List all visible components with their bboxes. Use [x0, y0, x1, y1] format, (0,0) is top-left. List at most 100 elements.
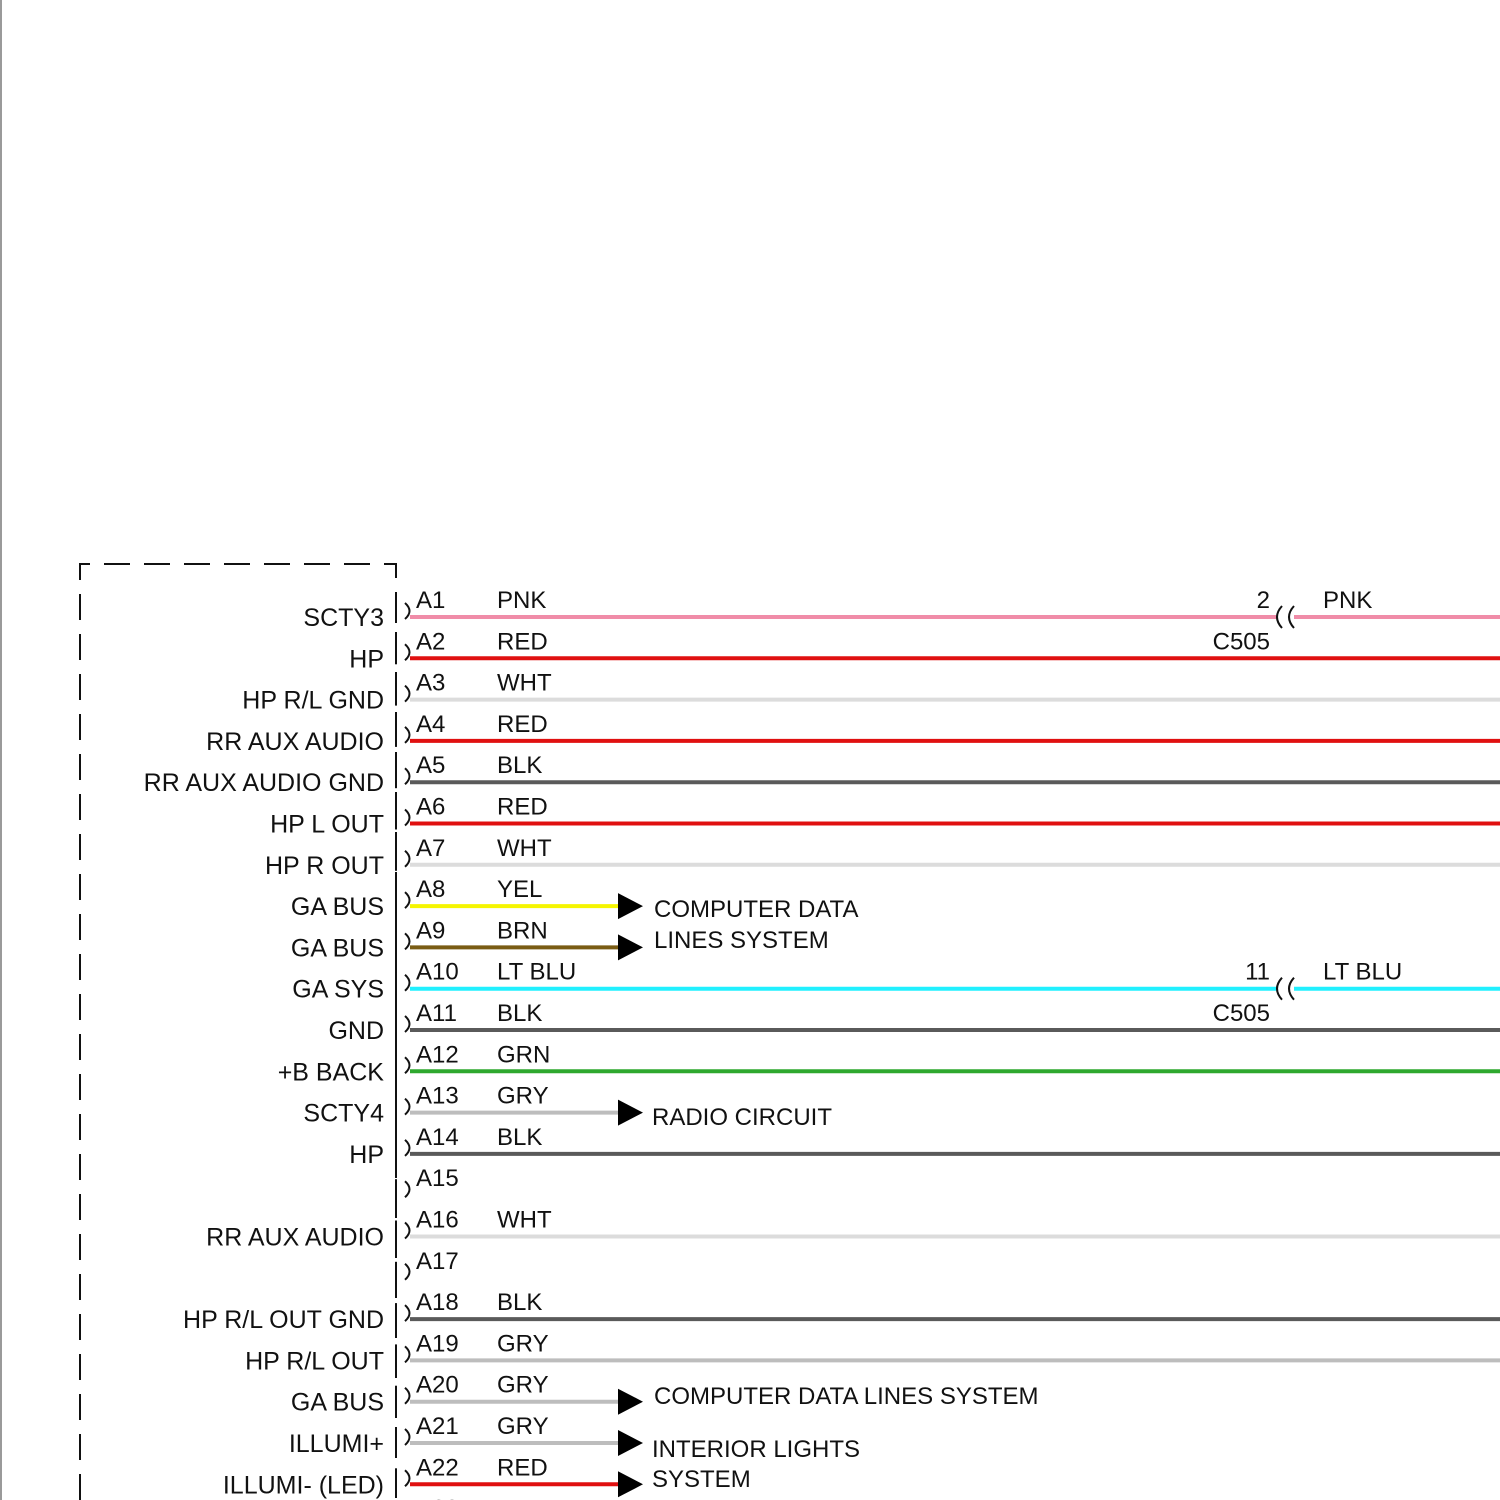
pin-number: A14 [416, 1124, 459, 1151]
wire-color-label: BLK [497, 1000, 542, 1027]
connector-label: C505 [1213, 628, 1270, 655]
label-group: SCTY3 A1 PNK 2 PNK HP A2 RED C505 HP R/L GND A3 WHT… [144, 587, 1402, 1500]
cavity-number: 2 [1257, 587, 1270, 614]
wire-color-label: LT BLU [497, 959, 576, 986]
inline-connector-icon [1276, 977, 1283, 1001]
pin-number: A19 [416, 1330, 459, 1357]
pin-number: A10 [416, 959, 459, 986]
pin-number: A5 [416, 752, 445, 779]
arrow-icon [618, 893, 643, 920]
arrow-icon [618, 1388, 643, 1415]
pin-number: A23 [416, 1496, 459, 1500]
pin-terminal [404, 1263, 411, 1281]
signal-label: HP [349, 645, 384, 673]
cavity-number: 11 [1245, 959, 1270, 986]
pin-terminal [404, 1097, 411, 1116]
destination-group: COMPUTER DATA LINES SYSTEM RADIO CIRCUIT CO… [652, 896, 1039, 1493]
arrow-icon [618, 1099, 643, 1126]
signal-label: HP R/L GND [242, 687, 384, 715]
wire-color-label: PNK [1323, 587, 1372, 614]
signal-label: GA BUS [291, 934, 384, 962]
pin-number: A3 [416, 670, 445, 697]
pin-number: A8 [416, 876, 445, 903]
signal-label: GA BUS [291, 893, 384, 921]
wire-color-label: YEL [497, 876, 542, 903]
arrow-icon [618, 1471, 643, 1498]
pin-terminal [404, 891, 411, 909]
pin-number: A16 [416, 1207, 459, 1234]
wire-color-label: GRN [497, 1041, 550, 1068]
pin-terminal [404, 767, 411, 785]
destination-label: COMPUTER DATA [654, 896, 858, 923]
pin-number: A13 [416, 1083, 459, 1110]
pin-number: A6 [416, 794, 445, 821]
pin-terminal [404, 1015, 411, 1033]
pin-terminal [404, 1428, 411, 1446]
pin-terminal [404, 1180, 411, 1198]
pin-terminal [404, 1386, 411, 1405]
pin-terminal [404, 684, 411, 703]
pin-number: A11 [416, 1000, 457, 1027]
pin-terminal [404, 1056, 411, 1075]
arrow-icon [618, 934, 643, 961]
signal-label: RR AUX AUDIO [206, 1224, 384, 1252]
wire-color-label: RED [497, 1454, 548, 1481]
pin-terminal [404, 808, 411, 827]
wire-color-label: RED [497, 794, 548, 821]
pin-terminal [404, 973, 411, 992]
inline-connector-icon [1288, 977, 1295, 1001]
wire-color-label: GRY [497, 1372, 549, 1399]
arrow-icon [618, 1430, 643, 1456]
pin-number: A1 [416, 587, 445, 614]
wire-color-label: BLK [497, 1124, 542, 1151]
pin-terminal [404, 1469, 411, 1488]
wire-color-label: WHT [497, 835, 552, 862]
signal-label: GA BUS [291, 1389, 384, 1417]
wire-color-label: RED [497, 628, 548, 655]
pin-number: A18 [416, 1289, 459, 1316]
wire-color-label: WHT [497, 1207, 552, 1234]
signal-label: RR AUX AUDIO GND [144, 769, 384, 797]
wire-color-label: BLK [497, 1496, 542, 1500]
connector-label: C505 [1213, 1000, 1270, 1027]
pin-number: A7 [416, 835, 445, 862]
pin-number: A21 [416, 1413, 459, 1440]
wire-group [410, 605, 1500, 1498]
pin-terminal [404, 643, 411, 662]
wire-color-label: LT BLU [1323, 959, 1402, 986]
wire-color-label: BLK [497, 1289, 542, 1316]
pin-terminal [404, 726, 411, 744]
wire-color-label: BRN [497, 917, 548, 944]
signal-label: HP R/L OUT GND [183, 1306, 384, 1334]
signal-label: HP R OUT [265, 852, 384, 880]
pin-number: A4 [416, 711, 445, 738]
signal-label: RR AUX AUDIO [206, 728, 384, 756]
signal-label: GA SYS [292, 976, 384, 1004]
signal-label: +B BACK [278, 1058, 385, 1086]
pin-number: A12 [416, 1041, 459, 1068]
signal-label: ILLUMI+ [289, 1430, 384, 1458]
signal-label: SCTY3 [303, 604, 384, 632]
pin-terminal [404, 1304, 411, 1322]
inline-connector-icon [1276, 605, 1283, 629]
wire-color-label: GRY [497, 1330, 549, 1357]
pin-terminal [404, 1139, 411, 1157]
destination-label: SYSTEM [652, 1466, 751, 1493]
wire-color-label: BLK [497, 752, 542, 779]
pin-number: A17 [416, 1248, 459, 1275]
pin-terminal [404, 1221, 411, 1240]
wire-color-label: WHT [497, 670, 552, 697]
wire-color-label: PNK [497, 587, 546, 614]
destination-label: LINES SYSTEM [654, 927, 829, 954]
signal-label: ILLUMI- (LED) [223, 1471, 384, 1499]
signal-label: HP L OUT [270, 811, 384, 839]
destination-label: INTERIOR LIGHTS [652, 1436, 860, 1463]
inline-connector-icon [1288, 605, 1295, 629]
pin-terminal [404, 850, 411, 868]
wire-color-label: RED [497, 711, 548, 738]
pin-terminal [404, 932, 411, 951]
signal-label: SCTY4 [303, 1100, 384, 1128]
pin-number: A9 [416, 917, 445, 944]
pin-number: A20 [416, 1372, 459, 1399]
